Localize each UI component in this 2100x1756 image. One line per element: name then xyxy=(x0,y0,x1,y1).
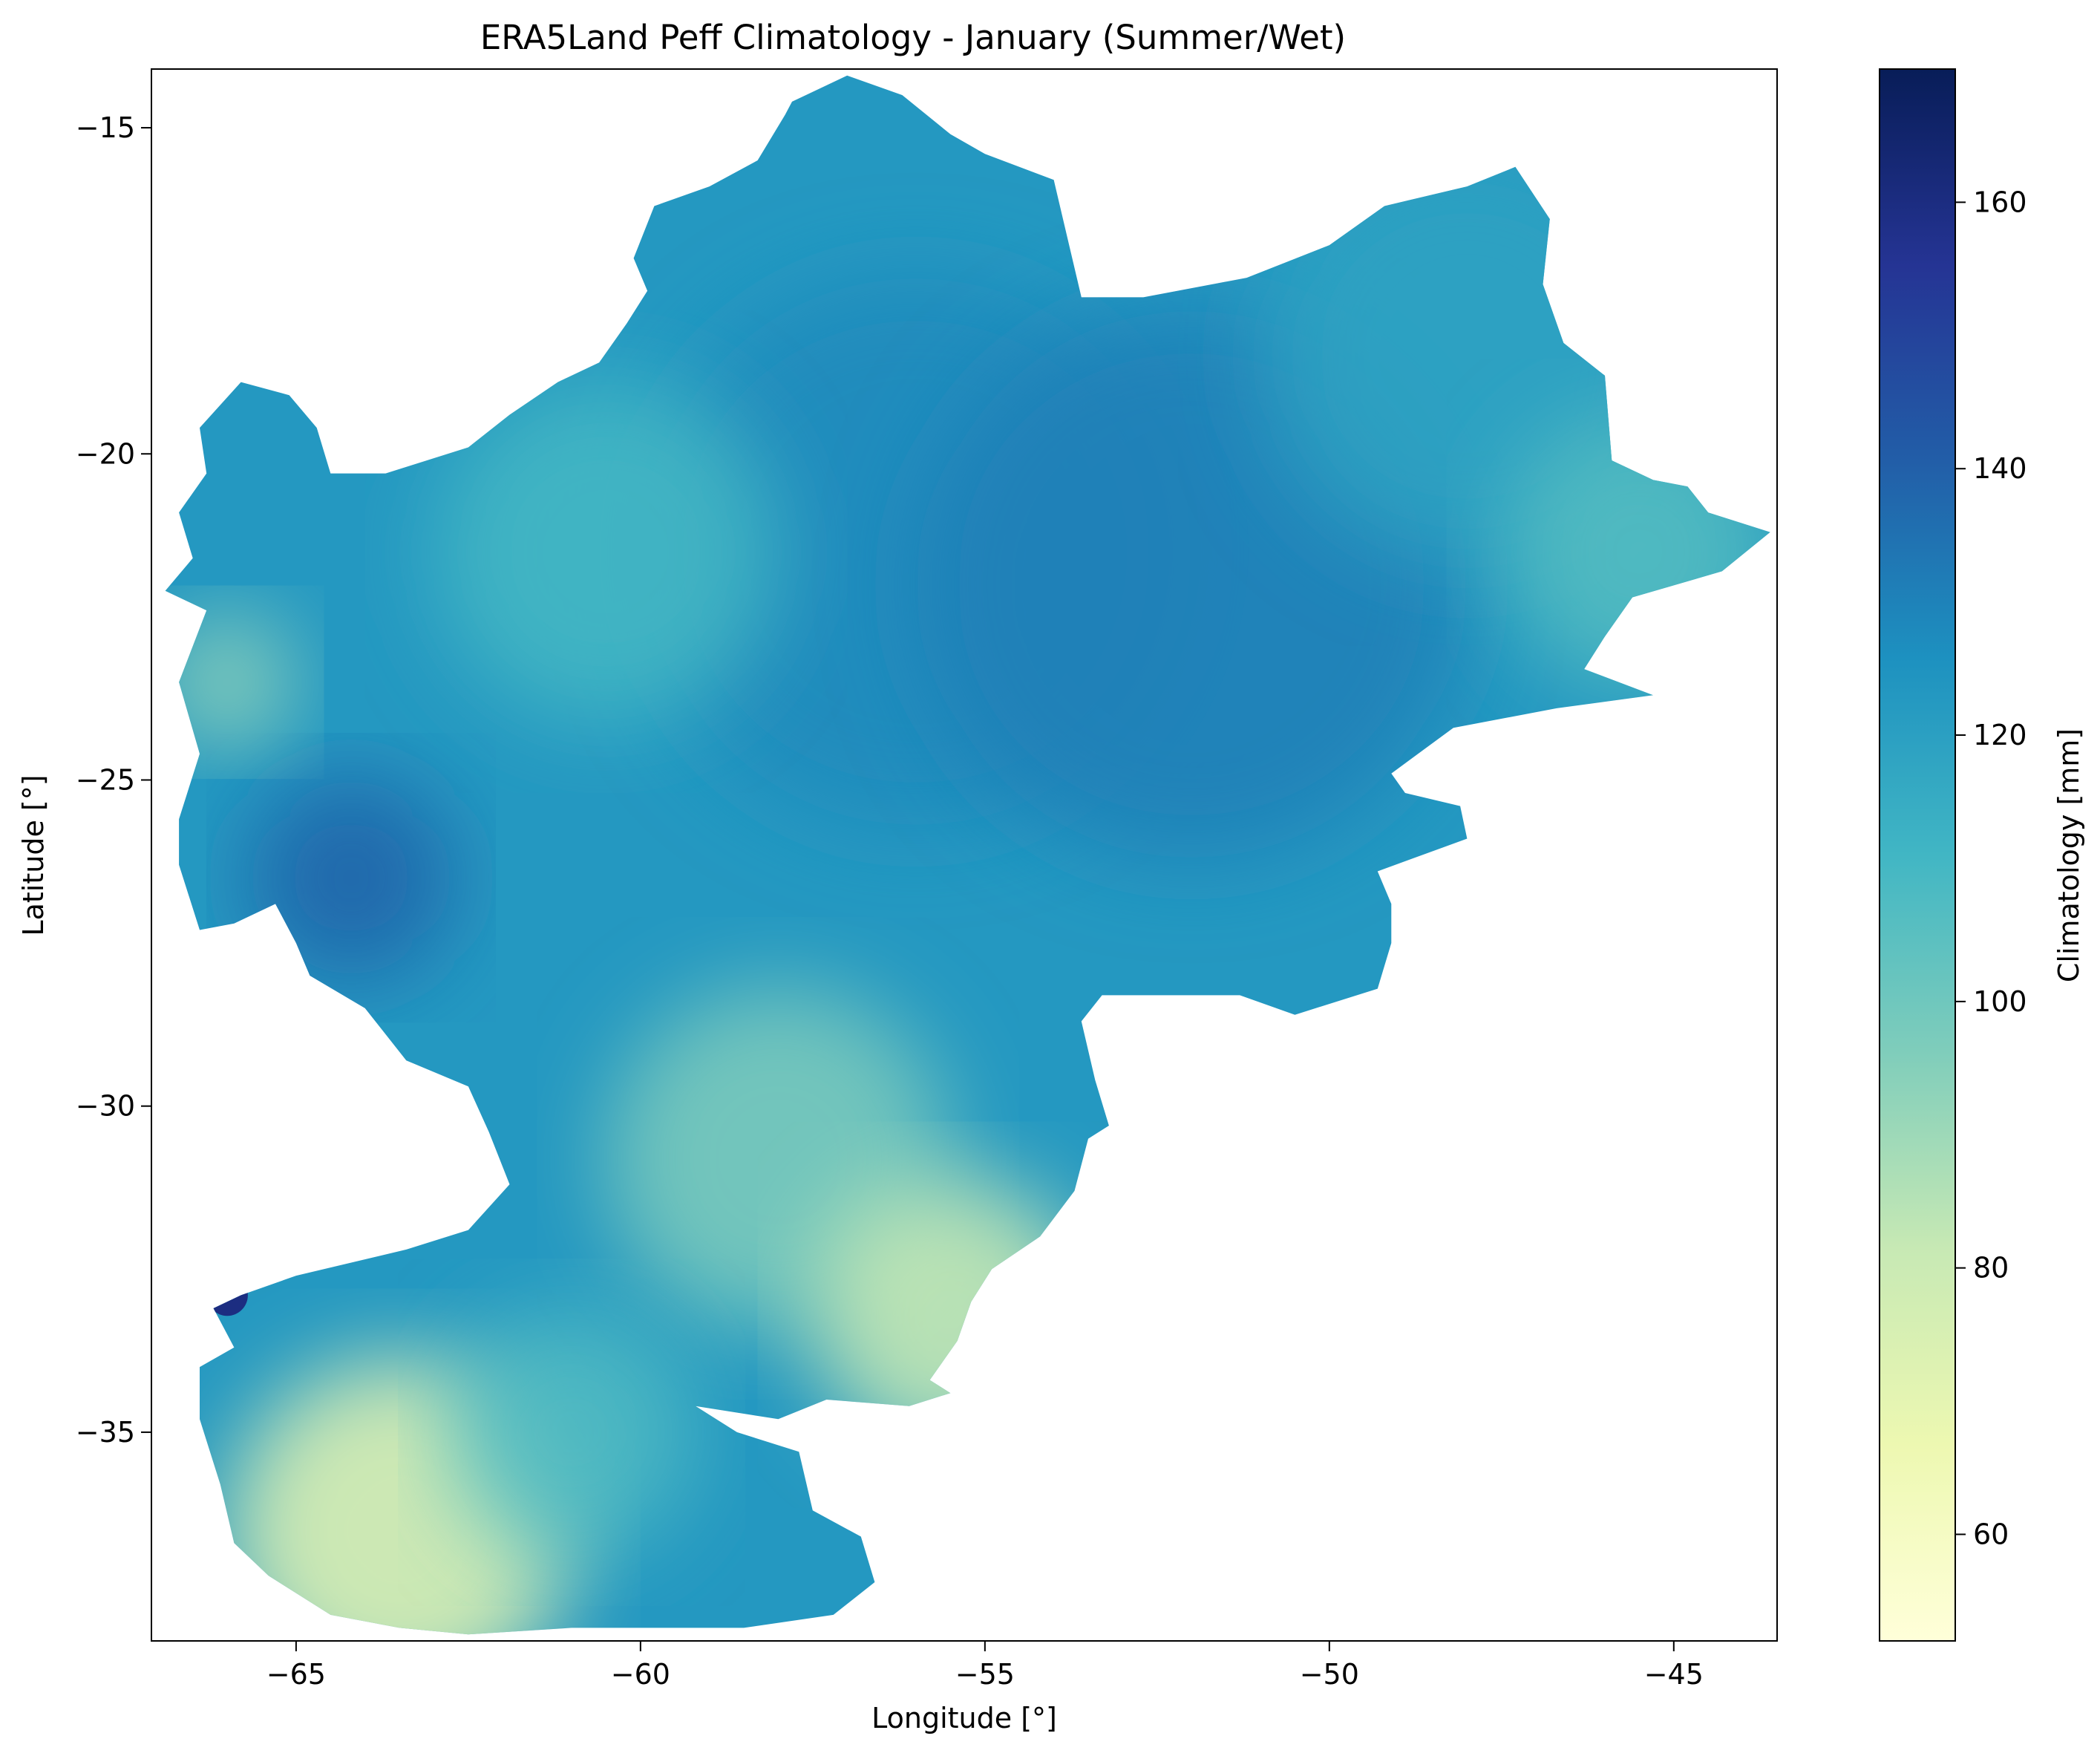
value-patch-4 xyxy=(434,379,779,724)
colorbar-frame xyxy=(1879,68,1956,1642)
x-tick-label: −45 xyxy=(1644,1658,1704,1691)
x-tick-label: −65 xyxy=(266,1658,326,1691)
colorbar-label: Climatology [mm] xyxy=(2052,728,2085,982)
colorbar: 60 80 100 120 140 160 Climatology [mm] xyxy=(1879,68,2085,1642)
x-axis: −65 −60 −55 −50 −45 xyxy=(266,1641,1704,1691)
colorbar-tick-label: 160 xyxy=(1973,186,2027,218)
x-axis-label: Longitude [°] xyxy=(871,1702,1057,1734)
y-axis-label: Latitude [°] xyxy=(17,774,50,936)
value-patch-11 xyxy=(206,1274,248,1316)
plot-frame xyxy=(151,68,1778,1642)
y-tick-label: −35 xyxy=(76,1416,135,1449)
colorbar-tick-label: 80 xyxy=(1973,1252,2009,1285)
x-tick-label: −50 xyxy=(1300,1658,1359,1691)
y-tick-label: −20 xyxy=(76,437,135,470)
value-patch-5 xyxy=(247,774,455,982)
colorbar-tick-label: 100 xyxy=(1973,985,2027,1018)
x-tick-label: −60 xyxy=(611,1658,670,1691)
value-patch-8 xyxy=(812,1177,1088,1453)
y-tick-label: −25 xyxy=(76,763,135,796)
y-axis: −15 −20 −25 −30 −35 xyxy=(76,111,151,1449)
y-tick-label: −15 xyxy=(76,111,135,144)
x-tick-label: −55 xyxy=(955,1658,1015,1691)
value-patch-3 xyxy=(1501,414,1770,690)
colorbar-gradient xyxy=(1880,69,1955,1641)
heatmap-layer xyxy=(165,75,1770,1635)
value-patch-6 xyxy=(165,613,296,751)
chart-title: ERA5Land Peff Climatology - January (Sum… xyxy=(480,18,1346,57)
colorbar-tick-label: 140 xyxy=(1973,452,2027,485)
y-tick-label: −30 xyxy=(76,1090,135,1123)
colorbar-tick-label: 120 xyxy=(1973,719,2027,751)
colorbar-ticks: 60 80 100 120 140 160 xyxy=(1955,186,2027,1550)
colorbar-tick-label: 60 xyxy=(1973,1518,2009,1550)
value-patch-10 xyxy=(448,1308,696,1556)
